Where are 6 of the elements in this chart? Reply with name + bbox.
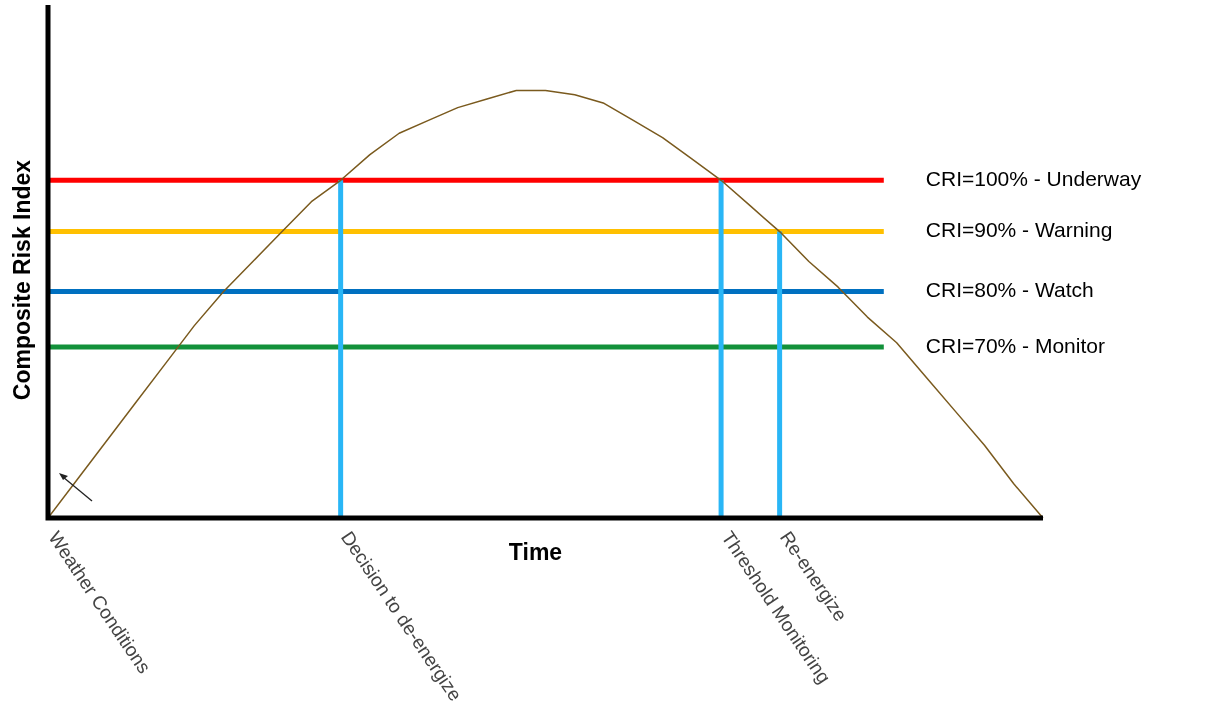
annotation: CRI=70% - Monitor <box>925 333 1105 357</box>
annotation: CRI=100% - Underway <box>925 167 1142 191</box>
annotation: CRI=80% - Watch <box>925 278 1094 302</box>
x-axis-title: Time <box>508 539 563 566</box>
y-axis-title: Composite Risk Index <box>9 159 36 401</box>
annotation: CRI=90% - Warning <box>925 218 1113 242</box>
